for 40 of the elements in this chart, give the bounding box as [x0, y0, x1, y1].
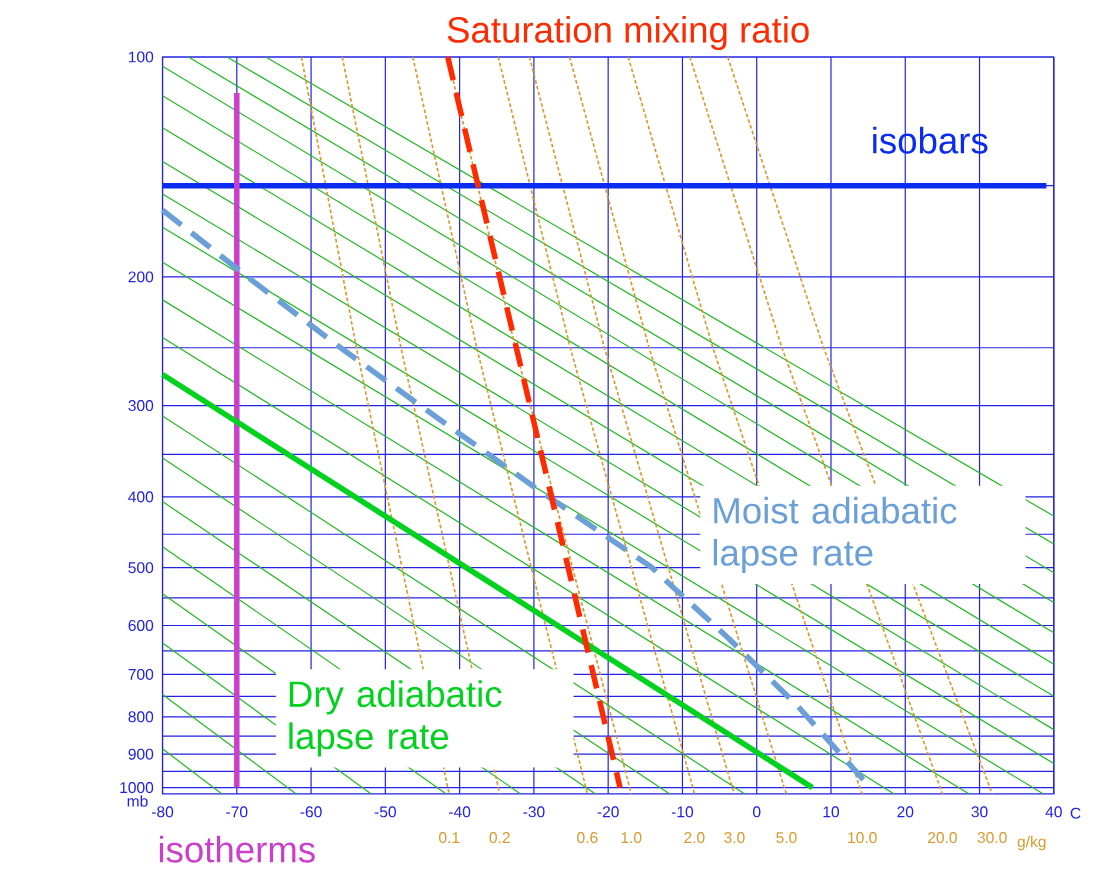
x-tick-label: -70: [226, 806, 248, 818]
y-tick-label: 500: [128, 562, 154, 574]
text: 5.0: [776, 832, 797, 844]
y-tick-label: 900: [128, 748, 154, 760]
y-tick-label: 600: [128, 619, 154, 632]
x-tick-label: -50: [374, 806, 396, 818]
y-tick-label: 700: [128, 668, 154, 680]
text: 10.0: [848, 832, 877, 844]
x-tick-label: 0: [752, 806, 761, 818]
y-tick-label: 100: [129, 51, 154, 63]
y-tick-label: 400: [128, 491, 154, 503]
x-tick-label: 30: [971, 806, 988, 818]
x-tick-label: 20: [897, 806, 914, 818]
y-tick-label: 200: [128, 271, 154, 283]
x-tick-label: -80: [151, 806, 174, 818]
text: 0.2: [489, 832, 510, 844]
text: 20.0: [928, 832, 957, 844]
text: 1.0: [621, 832, 642, 844]
x-tick-label: 40: [1045, 806, 1062, 818]
y-tick-label: 1000: [120, 782, 154, 794]
series-label: Saturation mixing ratio: [447, 15, 809, 51]
text: g/kg: [1017, 835, 1046, 851]
x-tick-label: -40: [449, 806, 471, 818]
x-axis-title: C: [1070, 807, 1081, 819]
x-tick-label: -30: [523, 806, 545, 818]
y-tick-label: 300: [128, 400, 154, 412]
series-label: isotherms: [159, 835, 315, 863]
y-axis-title: mb: [127, 795, 148, 807]
x-tick-label: -20: [597, 806, 619, 818]
text: 0.1: [439, 832, 460, 844]
x-tick-label: -10: [671, 806, 694, 818]
x-tick-label: -60: [300, 806, 322, 818]
text: Dry adiabatic lapse rate: [289, 680, 502, 757]
text: 3.0: [724, 832, 745, 844]
text: 2.0: [684, 832, 705, 844]
text: 0.6: [577, 832, 598, 844]
text: 30.0: [977, 832, 1007, 844]
x-tick-label: 10: [823, 806, 840, 818]
y-tick-label: 800: [128, 711, 154, 723]
series-label: Moist adiabatic lapse rate: [713, 496, 957, 574]
